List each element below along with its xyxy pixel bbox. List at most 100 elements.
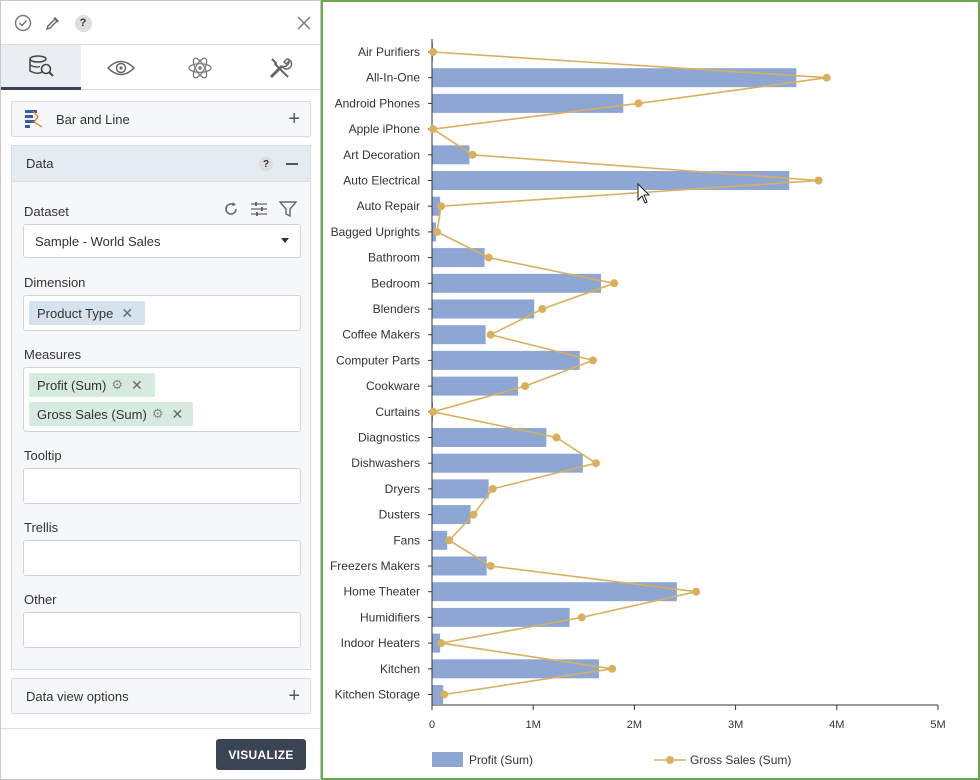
data-help-icon[interactable]: ? [259, 157, 273, 171]
line-series-path [430, 51, 827, 696]
remove-dimension-icon[interactable]: ✕ [121, 304, 134, 321]
remove-measure-icon[interactable]: ✕ [131, 376, 143, 393]
line-point [433, 227, 442, 236]
help-mark: ? [74, 14, 92, 32]
bar [432, 428, 547, 447]
bar [432, 325, 486, 345]
chart-canvas: Air Purifiers All-In-One Android Phones App… [321, 0, 980, 780]
dimension-chip-label: Product Type [37, 305, 114, 321]
tab-data[interactable] [1, 45, 81, 90]
line-point [437, 639, 446, 648]
legend-swatch-point [666, 756, 674, 764]
gear-icon[interactable]: ⚙ [151, 406, 164, 421]
dataset-select[interactable]: Sample - World Sales [23, 224, 301, 258]
line-point [822, 73, 831, 82]
data-view-options[interactable]: Data view options + [11, 678, 311, 714]
remove-measure-icon[interactable]: ✕ [171, 405, 184, 422]
bar [432, 68, 797, 88]
data-section-header[interactable]: Data ? [12, 146, 310, 182]
expand-plus-icon[interactable]: + [288, 108, 300, 130]
bar [432, 659, 599, 679]
dimension-chip[interactable]: Product Type ✕ [29, 301, 145, 325]
category-label: Diagnostics [358, 431, 420, 445]
bar [432, 273, 602, 293]
line-point [588, 356, 597, 365]
panel-tabs [1, 45, 320, 90]
line-point [468, 150, 477, 159]
category-label: Dishwashers [351, 456, 420, 470]
legend-label: Profit (Sum) [469, 753, 533, 767]
x-tick-label: 5M [930, 719, 945, 731]
tab-settings[interactable] [240, 45, 320, 90]
measure-chip-label: Profit (Sum) [37, 377, 107, 393]
category-label: Kitchen [380, 662, 420, 676]
bar [432, 145, 470, 165]
bar [432, 299, 535, 319]
measures-dropzone[interactable]: Profit (Sum) ⚙ ✕ Gross Sales (Sum) ⚙ ✕ [23, 367, 301, 432]
check-circle-icon[interactable] [13, 13, 33, 33]
expand-plus-icon[interactable]: + [288, 685, 300, 707]
tooltip-dropzone[interactable] [23, 468, 301, 504]
bar [432, 350, 580, 370]
category-label: Bathroom [368, 251, 420, 265]
x-tick-label: 2M [627, 719, 642, 731]
tooltip-label: Tooltip [24, 448, 62, 463]
measures-label: Measures [24, 347, 82, 362]
category-label: Air Purifiers [358, 45, 420, 59]
bar-line-chart-icon [25, 110, 43, 128]
visualize-button[interactable]: VISUALIZE [216, 739, 306, 770]
category-label: Computer Parts [336, 353, 420, 367]
category-label: Indoor Heaters [341, 636, 420, 650]
category-label: Bagged Uprights [331, 225, 420, 239]
measure-chip[interactable]: Profit (Sum) ⚙ ✕ [29, 373, 155, 397]
bar [432, 556, 487, 576]
gear-icon[interactable]: ⚙ [111, 377, 123, 392]
line-point [538, 305, 547, 313]
sliders-icon[interactable] [250, 200, 268, 223]
refresh-icon[interactable] [222, 200, 240, 223]
help-icon[interactable]: ? [73, 13, 93, 33]
category-label: Auto Repair [357, 199, 420, 213]
line-point [486, 562, 495, 570]
category-label: Curtains [375, 405, 420, 419]
other-dropzone[interactable] [23, 612, 301, 648]
data-section-title: Data [26, 156, 54, 171]
category-label: Blenders [373, 302, 420, 316]
x-tick-label: 3M [728, 719, 743, 731]
data-section: Data ? Dataset Sample - World Sales Dime… [11, 145, 311, 670]
search-data-icon [29, 55, 54, 77]
line-point [429, 407, 438, 416]
eyedropper-icon[interactable] [43, 13, 63, 33]
measure-chip-label: Gross Sales (Sum) [37, 406, 147, 422]
collapse-minus-icon[interactable] [286, 163, 298, 165]
trellis-dropzone[interactable] [23, 540, 301, 576]
bar [432, 685, 444, 704]
chart-type-selector[interactable]: Bar and Line + [11, 101, 311, 137]
x-tick-label: 0 [429, 719, 435, 731]
line-point [469, 510, 478, 519]
bar [432, 479, 489, 499]
bar [432, 248, 485, 268]
category-label: Freezers Makers [330, 559, 420, 573]
chart-type-label: Bar and Line [56, 112, 130, 127]
line-point [521, 382, 530, 391]
dataset-value: Sample - World Sales [35, 234, 161, 249]
category-label: Apple iPhone [349, 122, 421, 136]
close-icon[interactable] [294, 13, 314, 33]
tab-view[interactable] [81, 45, 161, 90]
category-label: Cookware [366, 379, 420, 393]
line-point [552, 433, 561, 442]
tab-analytics[interactable] [161, 45, 241, 90]
bar [432, 196, 441, 216]
line-point [429, 125, 438, 134]
atom-icon [188, 57, 212, 78]
category-label: Coffee Makers [342, 328, 420, 342]
dimension-dropzone[interactable]: Product Type ✕ [23, 295, 301, 331]
filter-icon[interactable] [278, 200, 298, 223]
category-label: Dryers [385, 482, 420, 496]
bar [432, 582, 677, 602]
legend-swatch-bar [432, 752, 463, 767]
measure-chip[interactable]: Gross Sales (Sum) ⚙ ✕ [29, 402, 193, 426]
mouse-cursor-icon [637, 182, 651, 204]
line-point [814, 176, 823, 185]
